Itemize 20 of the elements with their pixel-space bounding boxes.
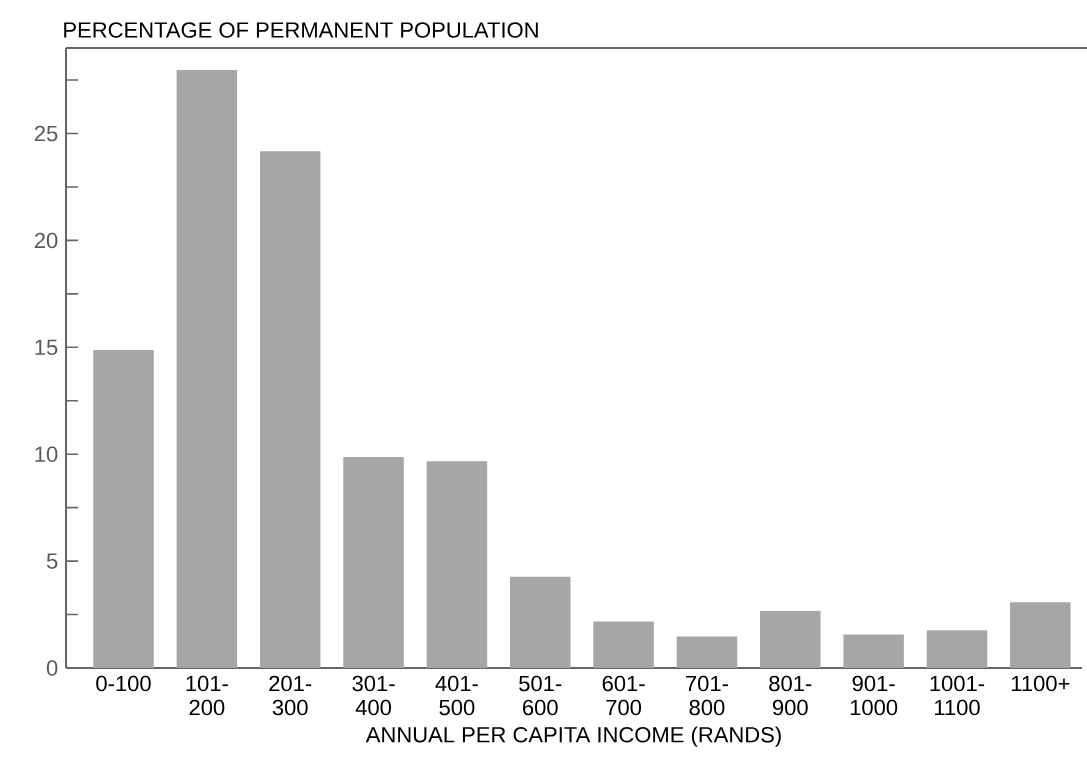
x-tick-label: 101- 200 xyxy=(186,675,228,716)
x-tick-label: 501- 600 xyxy=(519,675,562,716)
x-tick-label: 201- 300 xyxy=(269,675,312,716)
x-tick-label: 1100+ xyxy=(1011,675,1070,692)
y-tick-label: 25 xyxy=(34,125,58,142)
x-tick-label: 0-100 xyxy=(96,675,151,692)
x-tick-label: 401- 500 xyxy=(435,675,478,716)
y-tick-label: 10 xyxy=(35,446,58,462)
y-tick-label: 5 xyxy=(46,553,58,569)
y-tick-label: 20 xyxy=(34,232,58,249)
x-tick-label: 901- 1000 xyxy=(850,675,898,716)
chart-title: PERCENTAGE OF PERMANENT POPULATION xyxy=(64,22,538,38)
y-tick-label: 15 xyxy=(35,339,58,355)
x-tick-label: 801- 900 xyxy=(769,675,812,716)
y-tick-label: 0 xyxy=(46,660,58,676)
x-tick-label: 701- 800 xyxy=(686,675,728,716)
x-tick-label: 1001- 1100 xyxy=(930,675,985,716)
x-tick-label: 601- 700 xyxy=(602,675,645,716)
x-tick-label: 301- 400 xyxy=(352,675,395,716)
x-axis-title: ANNUAL PER CAPITA INCOME (RANDS) xyxy=(365,726,781,747)
